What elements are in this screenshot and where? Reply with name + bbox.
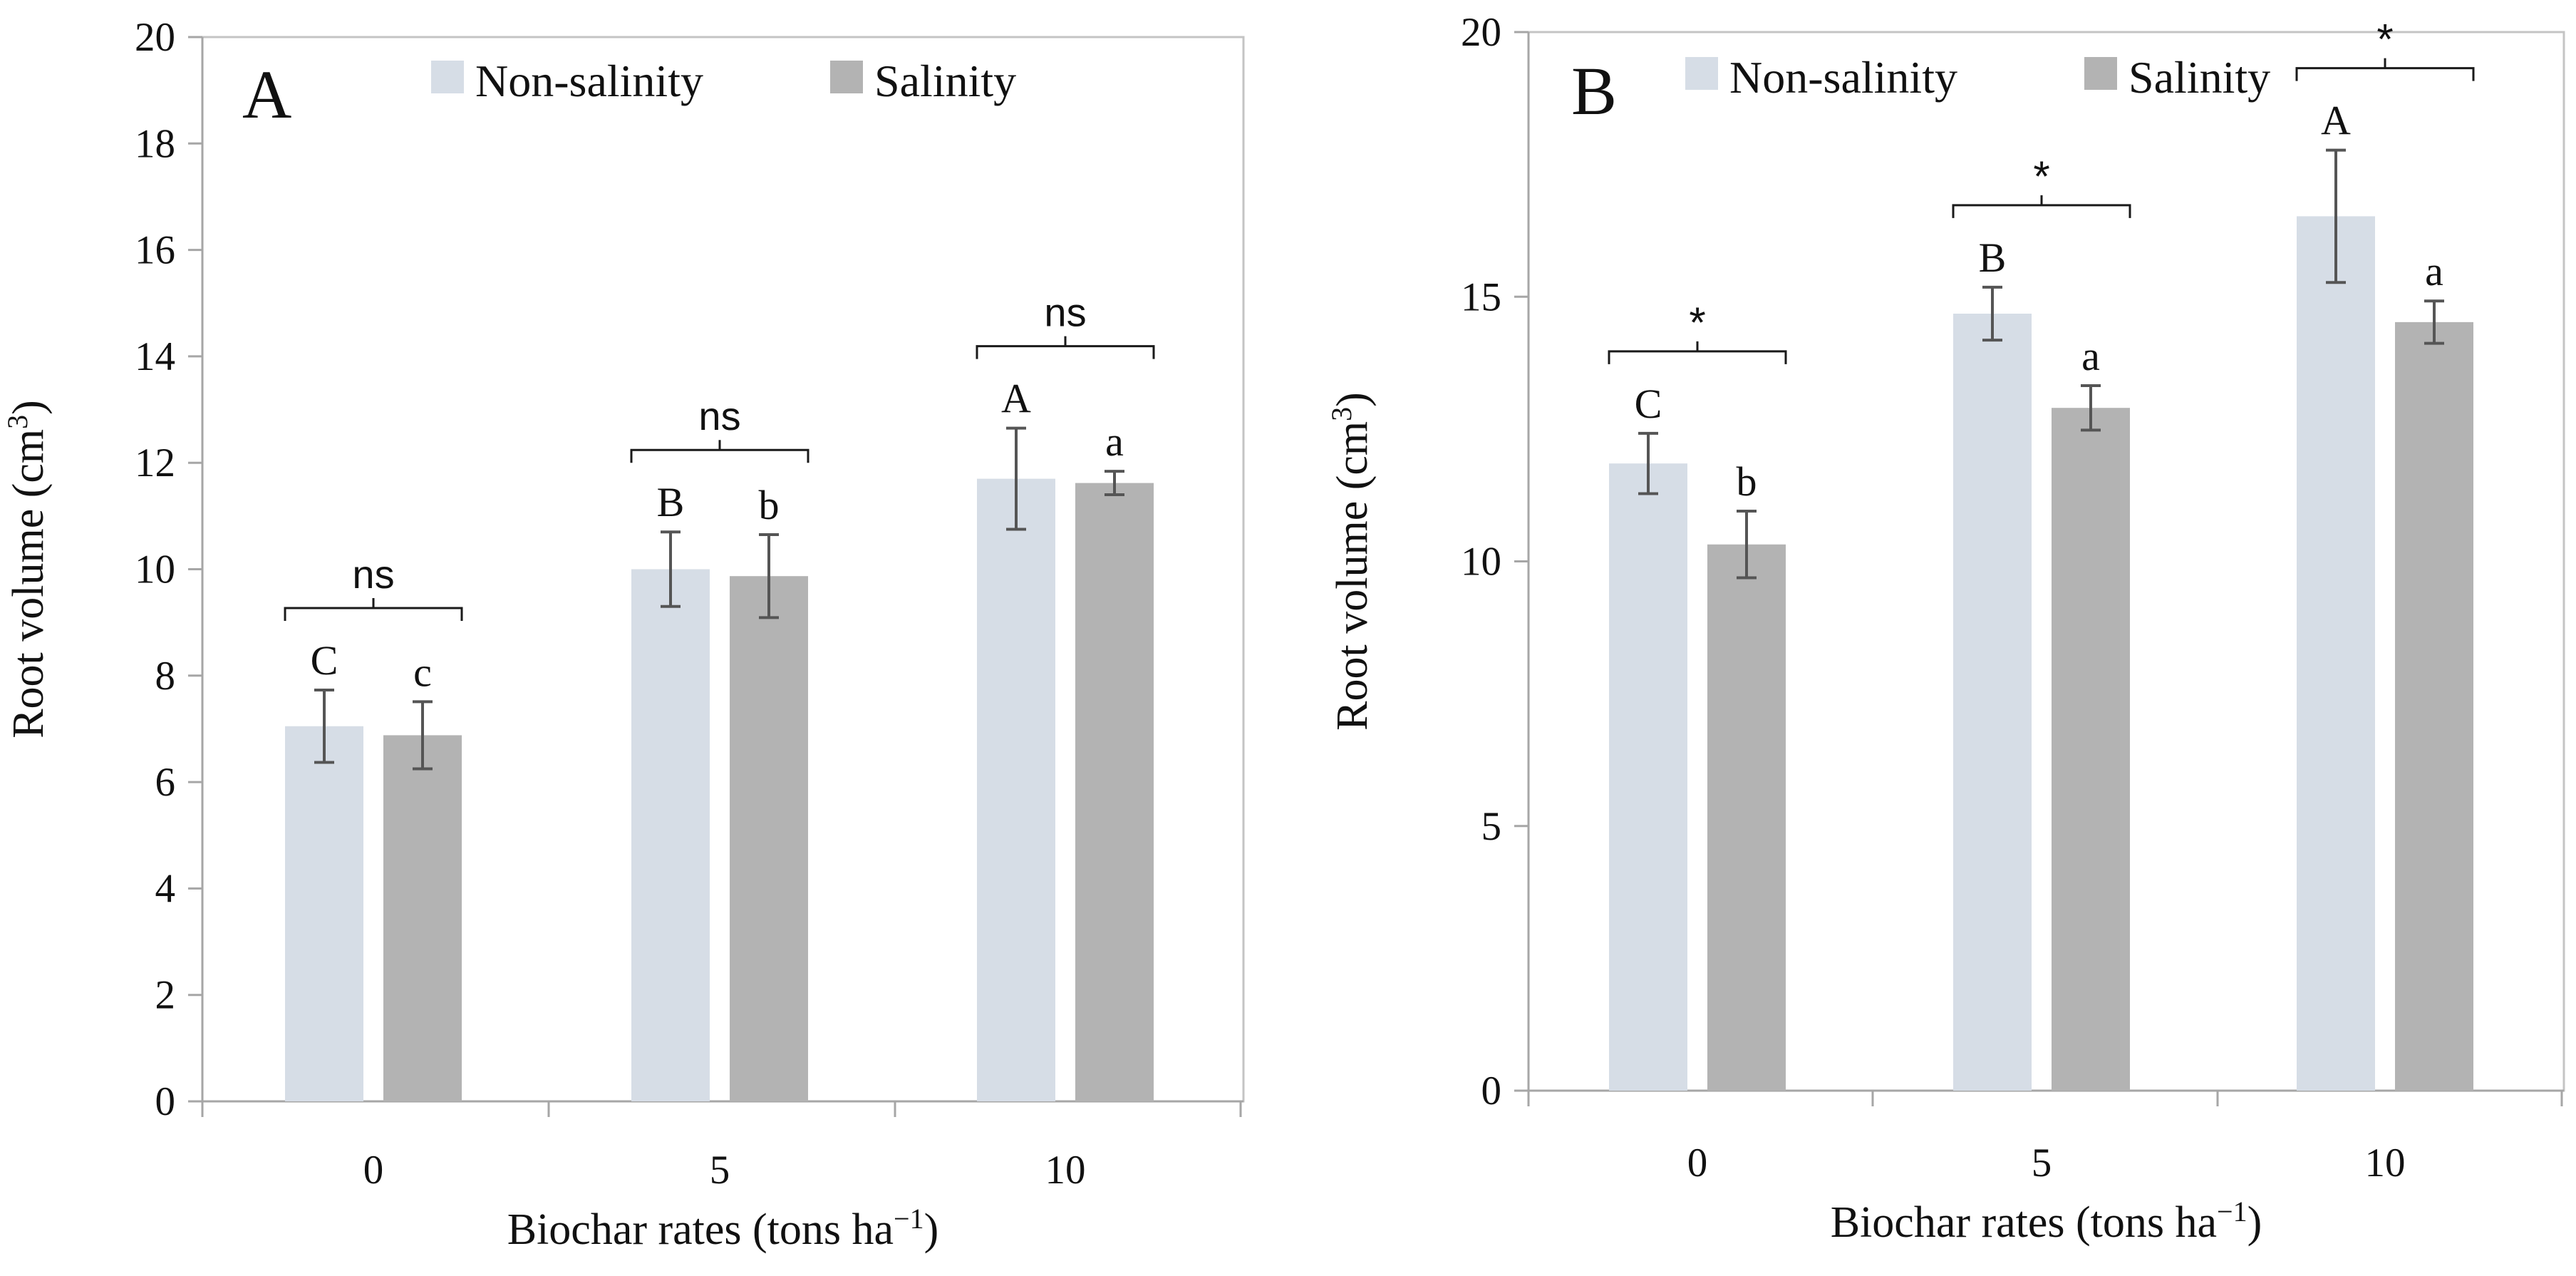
significance-marker: *	[2376, 16, 2393, 63]
y-tick-label: 4	[155, 866, 176, 911]
panel-label: A	[242, 56, 291, 133]
bar-salinity	[1075, 483, 1154, 1101]
x-tick-label: 5	[710, 1148, 730, 1193]
significance-letter: B	[1979, 235, 2007, 281]
significance-letter: A	[2321, 98, 2351, 144]
significance-marker: ns	[352, 552, 394, 597]
bar-non-salinity	[977, 478, 1055, 1101]
y-axis-title: Root volume (cm3)	[1325, 392, 1377, 731]
comparison-bracket	[1608, 341, 1787, 364]
y-tick-label: 18	[135, 121, 175, 166]
significance-letter: a	[1105, 418, 1124, 465]
significance-letter: c	[413, 649, 432, 695]
significance-letter: a	[2425, 248, 2443, 294]
y-tick-label: 20	[1461, 10, 1501, 55]
y-axis-title: Root volume (cm3)	[1, 400, 53, 739]
chart-panel-A: 0 2 4 6 8 10 12 14 16 18 20 0 5 10 C B Ac b a ns ns ns Non-sal…	[1, 15, 1245, 1255]
panel-label: B	[1571, 53, 1617, 129]
legend-label: Non-salinity	[1729, 52, 1957, 103]
bar-non-salinity	[1953, 314, 2032, 1091]
bar-salinity	[2052, 408, 2130, 1091]
bar-non-salinity	[2297, 216, 2375, 1091]
y-tick-label: 15	[1461, 274, 1501, 319]
x-axis-title: Biochar rates (tons ha−1)	[1831, 1195, 2262, 1247]
significance-letter: C	[311, 637, 338, 684]
comparison-bracket	[976, 336, 1155, 359]
significance-marker: *	[1689, 299, 1705, 346]
y-tick-label: 20	[135, 15, 175, 60]
significance-letter: a	[2081, 333, 2100, 379]
significance-letter: B	[657, 479, 685, 525]
x-tick-label: 5	[2032, 1141, 2052, 1185]
x-tick-label: 0	[1687, 1141, 1708, 1185]
x-axis-title: Biochar rates (tons ha−1)	[507, 1203, 939, 1255]
y-tick-label: 2	[155, 973, 176, 1018]
comparison-bracket	[630, 440, 809, 463]
significance-letter: A	[1001, 376, 1031, 422]
y-tick-label: 10	[135, 547, 175, 592]
y-tick-label: 0	[1481, 1069, 1502, 1113]
bar-non-salinity	[285, 726, 363, 1101]
significance-marker: ns	[698, 393, 740, 438]
significance-marker: ns	[1044, 290, 1086, 335]
x-tick-label: 10	[1045, 1148, 1086, 1193]
bar-non-salinity	[631, 569, 710, 1101]
bar-non-salinity	[1609, 463, 1687, 1091]
comparison-bracket	[1952, 195, 2131, 218]
significance-letter: b	[1737, 458, 1757, 505]
bar-salinity	[2395, 321, 2473, 1091]
significance-letter: C	[1635, 381, 1662, 427]
y-tick-label: 14	[135, 334, 175, 379]
comparison-bracket	[2295, 58, 2475, 81]
legend-swatch-non-salinity	[431, 61, 464, 93]
significance-letter: b	[759, 482, 780, 528]
y-tick-label: 8	[155, 654, 176, 699]
y-tick-label: 6	[155, 760, 176, 805]
legend-label: Salinity	[874, 56, 1016, 106]
y-tick-label: 10	[1461, 540, 1501, 585]
x-tick-label: 10	[2365, 1141, 2406, 1185]
y-tick-label: 16	[135, 228, 175, 273]
legend-swatch-non-salinity	[1685, 57, 1718, 90]
bar-salinity	[730, 576, 808, 1101]
legend-label: Salinity	[2128, 52, 2270, 103]
legend-swatch-salinity	[2084, 57, 2117, 90]
comparison-bracket	[284, 597, 463, 621]
y-tick-label: 5	[1481, 804, 1502, 849]
bar-salinity	[383, 735, 462, 1101]
chart-panel-B: 0 5 10 15 20 0 5 10 C B Ab a a * * * Non-salinity Salinit…	[1325, 10, 2565, 1247]
significance-marker: *	[2033, 153, 2049, 200]
bar-salinity	[1707, 544, 1786, 1091]
y-tick-label: 12	[135, 441, 175, 485]
legend-label: Non-salinity	[475, 56, 703, 106]
legend-swatch-salinity	[830, 61, 863, 93]
y-tick-label: 0	[155, 1079, 176, 1124]
x-tick-label: 0	[363, 1148, 384, 1193]
